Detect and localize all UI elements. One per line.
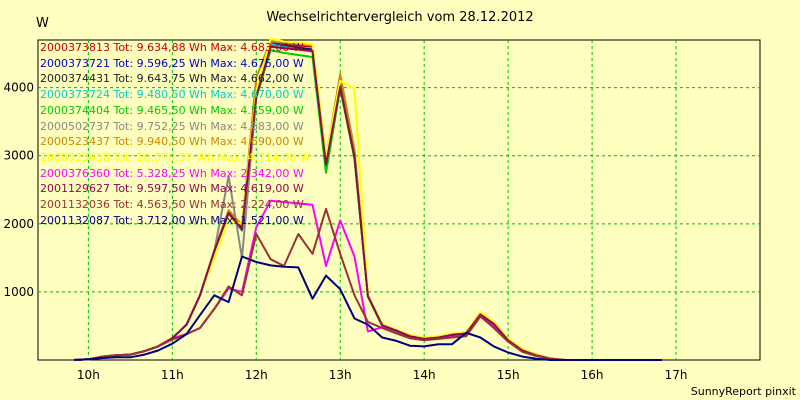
x-tick-labels: 10h 11h 12h 13h 14h 15h 16h 17h (77, 368, 688, 382)
series-line-2001132087 (74, 255, 662, 361)
x-tick-label: 12h (245, 368, 268, 382)
x-tick-label: 17h (665, 368, 688, 382)
legend-item-2000376360: 2000376360 Tot: 5.328,25 Wh Max: 2.342,0… (40, 166, 304, 180)
grid-lines (38, 40, 760, 360)
legend-item-2001132036: 2001132036 Tot: 4.563,50 Wh Max: 2.224,0… (40, 198, 304, 212)
y-tick-label: 2000 (3, 217, 34, 231)
legend-item-2000373721: 2000373721 Tot: 9.596,25 Wh Max: 4.675,0… (40, 56, 304, 70)
series-layer (74, 38, 662, 361)
x-tick-label: 15h (497, 368, 520, 382)
plot-area (37, 39, 761, 361)
legend-item-2001129627: 2001129627 Tot: 9.597,50 Wh Max: 4.619,0… (40, 182, 304, 196)
legend-item-2000374404: 2000374404 Tot: 9.465,50 Wh Max: 4.559,0… (40, 103, 304, 117)
y-tick-label: 4000 (3, 81, 34, 95)
legend-item-2000374431: 2000374431 Tot: 9.643,75 Wh Max: 4.662,0… (40, 72, 304, 86)
legend-item-2001132087: 2001132087 Tot: 3.712,00 Wh Max: 1.521,0… (40, 213, 304, 227)
legend-item-2000502737: 2000502737 Tot: 9.752,25 Wh Max: 4.683,0… (40, 119, 304, 133)
legend-item-2000373724: 2000373724 Tot: 9.480,50 Wh Max: 4.670,0… (40, 88, 304, 102)
legend-item-2000523458: 2000523458 Tot: 10.070,37 Wh Max: 4.714,… (40, 150, 311, 164)
x-tick-label: 14h (413, 368, 436, 382)
footer-text: SunnyReport pinxit (690, 385, 796, 398)
y-tick-label: 3000 (3, 149, 34, 163)
x-tick-label: 10h (77, 368, 100, 382)
x-tick-label: 11h (161, 368, 184, 382)
x-tick-label: 16h (581, 368, 604, 382)
x-tick-label: 13h (329, 368, 352, 382)
legend-item-2000373813: 2000373813 Tot: 9.634,88 Wh Max: 4.683,0… (40, 41, 304, 54)
legend: 2000373813 Tot: 9.634,88 Wh Max: 4.683,0… (40, 40, 311, 228)
y-axis-label: W (36, 16, 49, 31)
chart-title: Wechselrichtervergleich vom 28.12.2012 (266, 10, 534, 25)
y-tick-label: 1000 (3, 285, 34, 299)
y-tick-labels: 1000 2000 3000 4000 (3, 81, 34, 299)
legend-item-2000523437: 2000523437 Tot: 9.940,50 Wh Max: 4.690,0… (40, 135, 304, 149)
